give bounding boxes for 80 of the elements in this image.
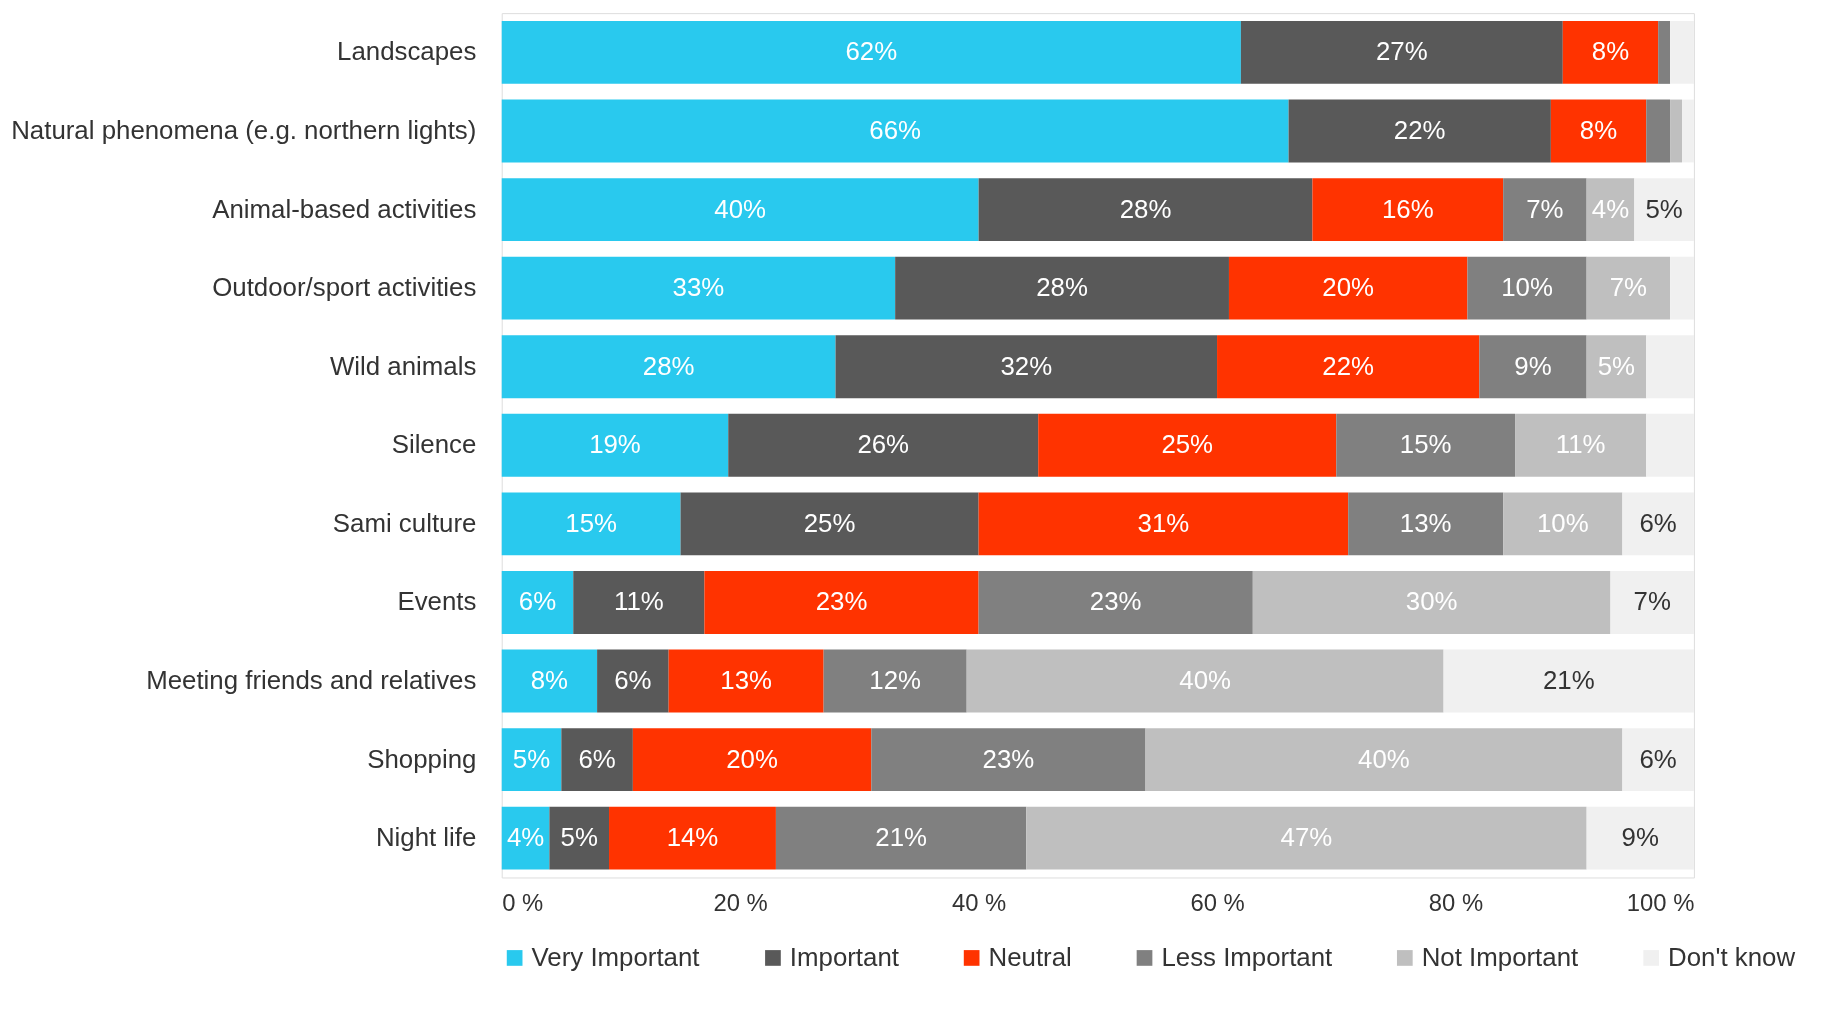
data-label: 23% (1089, 587, 1142, 616)
data-label: 40% (1179, 665, 1231, 694)
data-label: 22% (1393, 115, 1446, 144)
data-label: 8% (530, 665, 569, 694)
data-label: 28% (1036, 273, 1088, 302)
data-label: 31% (1137, 508, 1190, 537)
data-label: 10% (1501, 273, 1553, 302)
data-label: 13% (720, 665, 772, 694)
data-label: 15% (1399, 430, 1452, 459)
data-label: 6% (578, 744, 616, 773)
y-tick-label: Events (397, 587, 477, 616)
y-tick-label: Meeting friends and relatives (146, 665, 477, 694)
y-tick-label: Landscapes (337, 37, 477, 66)
data-label: 23% (815, 587, 868, 616)
data-label: 8% (1579, 115, 1618, 144)
data-label: 33% (672, 273, 725, 302)
data-label: 8% (1591, 37, 1630, 66)
data-label: 23% (982, 744, 1035, 773)
y-tick-label: Shopping (367, 744, 477, 773)
data-label: 11% (613, 587, 664, 616)
legend-label: Neutral (988, 942, 1072, 971)
legend-label: Very Important (531, 942, 700, 971)
y-tick-label: Silence (391, 430, 477, 459)
data-label: 13% (1399, 508, 1452, 537)
data-label: 40% (714, 194, 767, 223)
data-label: 7% (1633, 587, 1671, 616)
data-label: 12% (869, 665, 922, 694)
data-label: 10% (1536, 508, 1589, 537)
data-label: 14% (666, 823, 719, 852)
data-label: 6% (518, 587, 557, 616)
x-tick-label: 100 % (1626, 888, 1695, 916)
data-label: 66% (869, 115, 922, 144)
data-label: 15% (565, 508, 618, 537)
data-label: 25% (1161, 430, 1214, 459)
data-label: 6% (1639, 508, 1677, 537)
data-label: 21% (1542, 665, 1595, 694)
x-tick-label: 80 % (1428, 888, 1484, 916)
data-label: 7% (1609, 273, 1648, 302)
data-label: 6% (1639, 744, 1677, 773)
x-tick-label: 20 % (713, 888, 768, 916)
data-label: 4% (1591, 194, 1630, 223)
data-label: 21% (875, 823, 927, 852)
data-label: 19% (589, 430, 641, 459)
data-label: 30% (1405, 587, 1458, 616)
x-tick-label: 40 % (951, 888, 1007, 916)
legend-label: Important (789, 942, 899, 971)
y-tick-label: Animal-based activities (212, 194, 477, 223)
legend-label: Less Important (1161, 942, 1333, 971)
y-tick-label: Natural phenomena (e.g. northern lights) (11, 115, 477, 144)
data-label: 5% (1645, 194, 1683, 223)
data-label: 6% (614, 665, 652, 694)
data-label: 20% (726, 744, 778, 773)
data-label: 9% (1514, 351, 1552, 380)
x-tick-label: 60 % (1190, 888, 1245, 916)
data-label: 28% (642, 351, 695, 380)
data-label: 27% (1375, 37, 1428, 66)
legend-label: Don't know (1668, 942, 1796, 971)
data-label: 5% (512, 744, 551, 773)
y-tick-label: Wild animals (329, 351, 477, 380)
data-label: 47% (1280, 823, 1333, 852)
data-label: 11% (1555, 430, 1606, 459)
data-label: 26% (857, 430, 910, 459)
data-label: 9% (1621, 823, 1659, 852)
legend-label: Not Important (1421, 942, 1579, 971)
data-label: 16% (1381, 194, 1434, 223)
y-tick-label: Night life (375, 823, 477, 852)
data-label: 25% (803, 508, 856, 537)
data-label: 20% (1322, 273, 1375, 302)
data-label: 5% (560, 823, 598, 852)
data-label: 62% (845, 37, 898, 66)
data-label: 40% (1358, 744, 1410, 773)
data-label: 32% (1000, 351, 1053, 380)
data-label: 4% (506, 823, 545, 852)
data-label: 7% (1526, 194, 1564, 223)
data-label: 28% (1119, 194, 1172, 223)
data-label: 22% (1322, 351, 1375, 380)
data-label: 5% (1597, 351, 1636, 380)
x-tick-label: 0 % (502, 888, 544, 916)
y-tick-label: Sami culture (332, 508, 477, 537)
y-tick-label: Outdoor/sport activities (212, 273, 477, 302)
